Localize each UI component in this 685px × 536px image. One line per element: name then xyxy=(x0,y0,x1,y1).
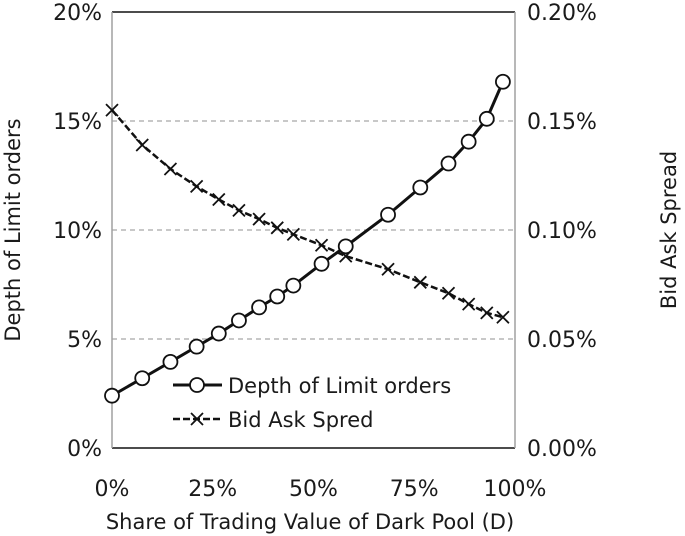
x-axis-title: Share of Trading Value of Dark Pool (D) xyxy=(106,510,514,534)
grid xyxy=(112,121,515,339)
data-point xyxy=(286,279,300,293)
y-left-tick-label: 0% xyxy=(67,437,102,462)
data-point xyxy=(413,180,427,194)
data-point xyxy=(233,204,245,216)
data-point xyxy=(443,287,455,299)
legend-marker xyxy=(191,413,203,425)
y-left-tick-label: 20% xyxy=(53,1,102,26)
data-point xyxy=(442,157,456,171)
data-point xyxy=(414,276,426,288)
y-left-tick-label: 15% xyxy=(53,110,102,135)
data-point xyxy=(462,135,476,149)
legend-marker xyxy=(190,378,204,392)
series xyxy=(105,75,510,403)
y-axis-left-title: Depth of Limit orders xyxy=(1,118,25,341)
series-line xyxy=(112,82,503,396)
y-right-tick-label: 0.10% xyxy=(527,219,597,244)
x-tick-label: 75% xyxy=(390,477,439,502)
y-right-tick-label: 0.05% xyxy=(527,328,597,353)
y-right-tick-label: 0.20% xyxy=(527,1,597,26)
legend-label: Depth of Limit orders xyxy=(228,374,451,398)
series-depth-of-limit-orders xyxy=(105,75,510,403)
legend-entry-bid-ask-spred: Bid Ask Spred xyxy=(173,408,373,432)
data-point xyxy=(213,193,225,205)
x-tick-label: 25% xyxy=(188,477,237,502)
y-axis-right-title: Bid Ask Spread xyxy=(657,151,681,309)
legend: Depth of Limit orders Bid Ask Spred xyxy=(173,374,451,432)
data-point xyxy=(163,355,177,369)
data-point xyxy=(105,389,119,403)
data-point xyxy=(270,289,284,303)
series-line xyxy=(112,110,503,317)
data-point xyxy=(191,180,203,192)
x-tick-label: 100% xyxy=(484,477,547,502)
data-point xyxy=(316,239,328,251)
y-right-tick-label: 0.15% xyxy=(527,110,597,135)
data-point xyxy=(164,163,176,175)
data-point xyxy=(136,139,148,151)
data-point xyxy=(253,213,265,225)
data-point xyxy=(315,257,329,271)
data-point xyxy=(190,340,204,354)
x-tick-label: 50% xyxy=(289,477,338,502)
data-point xyxy=(212,327,226,341)
legend-entry-depth-of-limit-orders: Depth of Limit orders xyxy=(173,374,451,398)
data-point xyxy=(381,208,395,222)
y-right-tick-label: 0.00% xyxy=(527,437,597,462)
data-point xyxy=(496,75,510,89)
y-left-tick-label: 5% xyxy=(67,328,102,353)
data-point xyxy=(135,371,149,385)
x-tick-label: 0% xyxy=(95,477,130,502)
data-point xyxy=(463,298,475,310)
y-left-tick-label: 10% xyxy=(53,219,102,244)
series-bid-ask-spred xyxy=(106,104,509,323)
legend-label: Bid Ask Spred xyxy=(228,408,373,432)
data-point xyxy=(382,263,394,275)
data-point xyxy=(252,300,266,314)
data-point xyxy=(232,313,246,327)
data-point xyxy=(480,112,494,126)
data-point xyxy=(271,222,283,234)
